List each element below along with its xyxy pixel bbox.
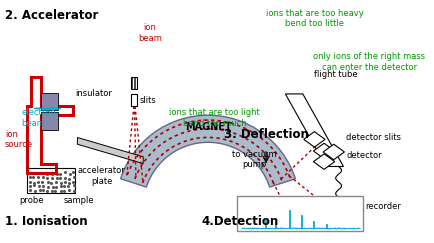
- Bar: [40, 93, 58, 110]
- Text: sample: sample: [64, 196, 95, 205]
- Polygon shape: [322, 144, 344, 160]
- Text: flight tube: flight tube: [314, 70, 357, 79]
- Text: electron
beam: electron beam: [21, 108, 56, 128]
- Polygon shape: [313, 154, 334, 169]
- Text: ions that are too light
bend too much: ions that are too light bend too much: [169, 108, 260, 128]
- Text: ions that are too heavy
bend too little: ions that are too heavy bend too little: [265, 9, 362, 28]
- Text: accelerator
plate: accelerator plate: [78, 166, 125, 186]
- Text: detector slits: detector slits: [345, 133, 401, 142]
- Bar: [130, 78, 137, 89]
- Text: 4.Detection: 4.Detection: [201, 215, 278, 228]
- Bar: [130, 94, 137, 105]
- Polygon shape: [27, 168, 75, 193]
- Text: recorder: recorder: [365, 202, 401, 211]
- Polygon shape: [303, 132, 324, 147]
- Polygon shape: [77, 138, 143, 164]
- Text: detector: detector: [345, 151, 381, 160]
- Text: ion
source: ion source: [5, 130, 33, 149]
- Text: 2. Accelerator: 2. Accelerator: [5, 9, 98, 22]
- Polygon shape: [285, 94, 343, 166]
- Text: 1. Ionisation: 1. Ionisation: [5, 215, 87, 228]
- Text: probe: probe: [20, 196, 44, 205]
- Text: 3. Deflection: 3. Deflection: [224, 128, 309, 141]
- Text: ion
beam: ion beam: [138, 23, 161, 43]
- Text: MAGNET: MAGNET: [184, 122, 231, 132]
- Bar: [237, 196, 362, 231]
- Text: slits: slits: [139, 96, 156, 105]
- Text: to vacuum
pump: to vacuum pump: [232, 150, 276, 169]
- Text: only ions of the right mass
can enter the detector: only ions of the right mass can enter th…: [313, 52, 424, 72]
- Bar: [40, 112, 58, 130]
- Text: insulator: insulator: [75, 89, 112, 98]
- Wedge shape: [120, 115, 295, 187]
- Polygon shape: [313, 143, 334, 159]
